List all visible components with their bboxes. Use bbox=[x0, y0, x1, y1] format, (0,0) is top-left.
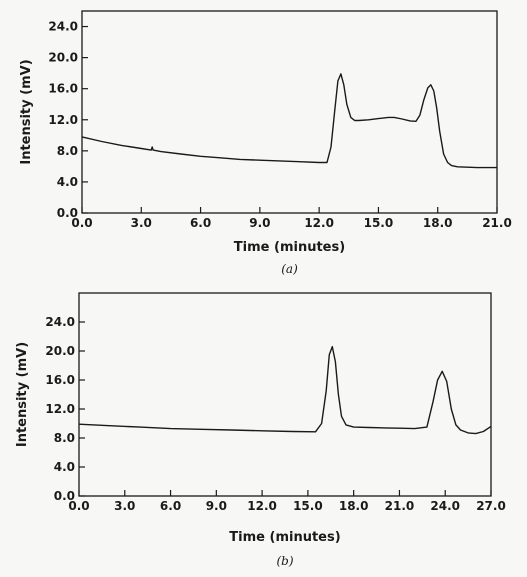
chart-caption: (b) bbox=[276, 554, 293, 568]
y-tick-label: 16.0 bbox=[48, 82, 78, 96]
x-tick-label: 21.0 bbox=[385, 499, 415, 513]
plot-frame bbox=[81, 10, 498, 214]
x-tick-label: 0.0 bbox=[71, 216, 92, 230]
y-tick-label: 16.0 bbox=[45, 373, 75, 387]
plot-frame bbox=[78, 292, 492, 497]
x-axis-title: Time (minutes) bbox=[229, 530, 340, 545]
x-tick-label: 6.0 bbox=[190, 216, 211, 230]
y-axis-title: Intensity (mV) bbox=[19, 59, 34, 164]
series-line bbox=[81, 73, 497, 169]
x-tick-label: 27.0 bbox=[476, 499, 506, 513]
y-tick-label: 8.0 bbox=[54, 431, 75, 445]
chart-b: 0.0 3.0 6.0 9.0 12.0 15.0 18.0 21.0 24.0 27.0 0.0 4… bbox=[15, 292, 506, 568]
y-tick-label: 4.0 bbox=[57, 175, 78, 189]
x-tick-label: 15.0 bbox=[293, 499, 323, 513]
chart-a: 0.0 3.0 6.0 9.0 12.0 15.0 18.0 21.0 0.0 4.0 8.0 12.… bbox=[19, 10, 512, 276]
y-tick-label: 12.0 bbox=[45, 402, 75, 416]
y-tick-label: 4.0 bbox=[54, 460, 75, 474]
x-tick-label: 3.0 bbox=[114, 499, 135, 513]
x-tick-label: 9.0 bbox=[249, 216, 270, 230]
y-tick-label: 8.0 bbox=[57, 144, 78, 158]
chart-caption: (a) bbox=[281, 262, 298, 276]
x-tick-label: 21.0 bbox=[482, 216, 512, 230]
x-tick-label: 18.0 bbox=[423, 216, 453, 230]
y-axis-title: Intensity (mV) bbox=[15, 342, 30, 447]
y-tick-label: 20.0 bbox=[48, 51, 78, 65]
y-tick-label: 12.0 bbox=[48, 113, 78, 127]
y-tick-label: 0.0 bbox=[54, 489, 75, 503]
x-axis-title: Time (minutes) bbox=[234, 240, 345, 255]
x-tick-label: 24.0 bbox=[430, 499, 460, 513]
x-tick-label: 18.0 bbox=[339, 499, 369, 513]
y-tick-label: 0.0 bbox=[57, 206, 78, 220]
y-tick-label: 20.0 bbox=[45, 344, 75, 358]
x-tick-label: 3.0 bbox=[131, 216, 152, 230]
y-tick-label: 24.0 bbox=[45, 315, 75, 329]
y-tick-label: 24.0 bbox=[48, 20, 78, 34]
series-line bbox=[78, 345, 492, 435]
x-tick-label: 12.0 bbox=[247, 499, 277, 513]
x-tick-label: 6.0 bbox=[160, 499, 181, 513]
x-tick-label: 0.0 bbox=[68, 499, 89, 513]
x-tick-label: 12.0 bbox=[304, 216, 334, 230]
x-tick-label: 15.0 bbox=[364, 216, 394, 230]
x-tick-label: 9.0 bbox=[206, 499, 227, 513]
